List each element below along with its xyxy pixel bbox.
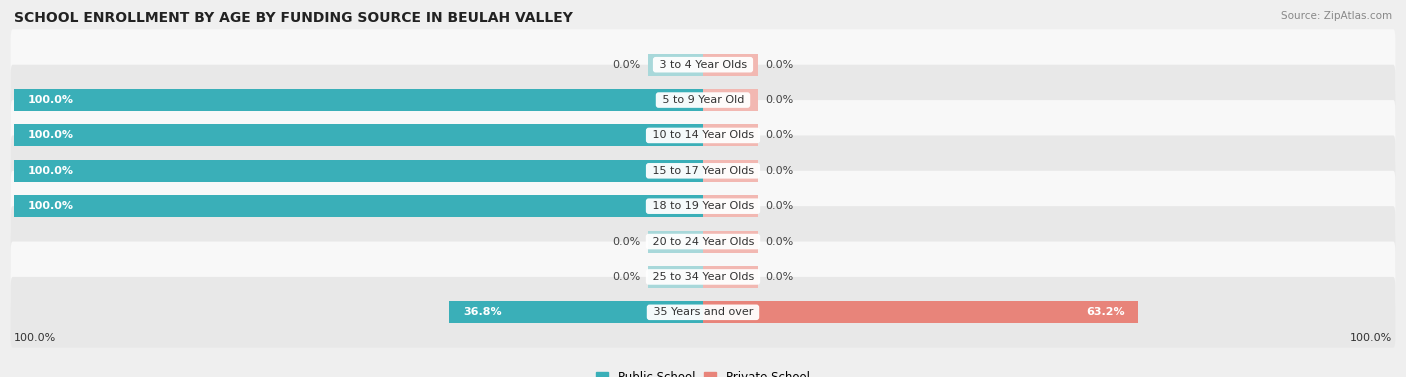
Legend: Public School, Private School: Public School, Private School — [592, 366, 814, 377]
Bar — [703, 231, 758, 253]
Text: 35 Years and over: 35 Years and over — [650, 307, 756, 317]
Text: 5 to 9 Year Old: 5 to 9 Year Old — [658, 95, 748, 105]
Text: 100.0%: 100.0% — [1350, 333, 1392, 343]
Text: Source: ZipAtlas.com: Source: ZipAtlas.com — [1281, 11, 1392, 21]
FancyBboxPatch shape — [11, 242, 1395, 312]
Bar — [14, 124, 703, 146]
FancyBboxPatch shape — [11, 100, 1395, 171]
Bar — [648, 231, 703, 253]
Text: 25 to 34 Year Olds: 25 to 34 Year Olds — [648, 272, 758, 282]
Text: 0.0%: 0.0% — [765, 236, 793, 247]
Text: 0.0%: 0.0% — [765, 95, 793, 105]
Text: 0.0%: 0.0% — [765, 130, 793, 141]
Text: 0.0%: 0.0% — [613, 272, 641, 282]
Bar — [450, 301, 703, 323]
Text: 0.0%: 0.0% — [613, 236, 641, 247]
Bar — [14, 160, 703, 182]
Text: 15 to 17 Year Olds: 15 to 17 Year Olds — [648, 166, 758, 176]
Text: 63.2%: 63.2% — [1085, 307, 1125, 317]
FancyBboxPatch shape — [11, 65, 1395, 135]
Text: 0.0%: 0.0% — [765, 166, 793, 176]
Bar — [648, 266, 703, 288]
Text: 18 to 19 Year Olds: 18 to 19 Year Olds — [648, 201, 758, 211]
Bar — [703, 124, 758, 146]
Bar — [703, 54, 758, 76]
Text: 10 to 14 Year Olds: 10 to 14 Year Olds — [648, 130, 758, 141]
Text: 100.0%: 100.0% — [28, 201, 75, 211]
Text: SCHOOL ENROLLMENT BY AGE BY FUNDING SOURCE IN BEULAH VALLEY: SCHOOL ENROLLMENT BY AGE BY FUNDING SOUR… — [14, 11, 572, 25]
Text: 20 to 24 Year Olds: 20 to 24 Year Olds — [648, 236, 758, 247]
FancyBboxPatch shape — [11, 29, 1395, 100]
Text: 3 to 4 Year Olds: 3 to 4 Year Olds — [655, 60, 751, 70]
FancyBboxPatch shape — [11, 171, 1395, 242]
FancyBboxPatch shape — [11, 135, 1395, 206]
Text: 0.0%: 0.0% — [613, 60, 641, 70]
Text: 0.0%: 0.0% — [765, 60, 793, 70]
Text: 100.0%: 100.0% — [14, 333, 56, 343]
Bar — [703, 89, 758, 111]
Bar — [14, 195, 703, 217]
Bar — [703, 160, 758, 182]
Text: 100.0%: 100.0% — [28, 130, 75, 141]
Bar — [648, 54, 703, 76]
FancyBboxPatch shape — [11, 206, 1395, 277]
Bar — [703, 195, 758, 217]
Text: 36.8%: 36.8% — [463, 307, 502, 317]
Bar — [703, 301, 1139, 323]
FancyBboxPatch shape — [11, 277, 1395, 348]
Text: 0.0%: 0.0% — [765, 201, 793, 211]
Text: 0.0%: 0.0% — [765, 272, 793, 282]
Bar — [703, 266, 758, 288]
Text: 100.0%: 100.0% — [28, 95, 75, 105]
Text: 100.0%: 100.0% — [28, 166, 75, 176]
Bar — [14, 89, 703, 111]
